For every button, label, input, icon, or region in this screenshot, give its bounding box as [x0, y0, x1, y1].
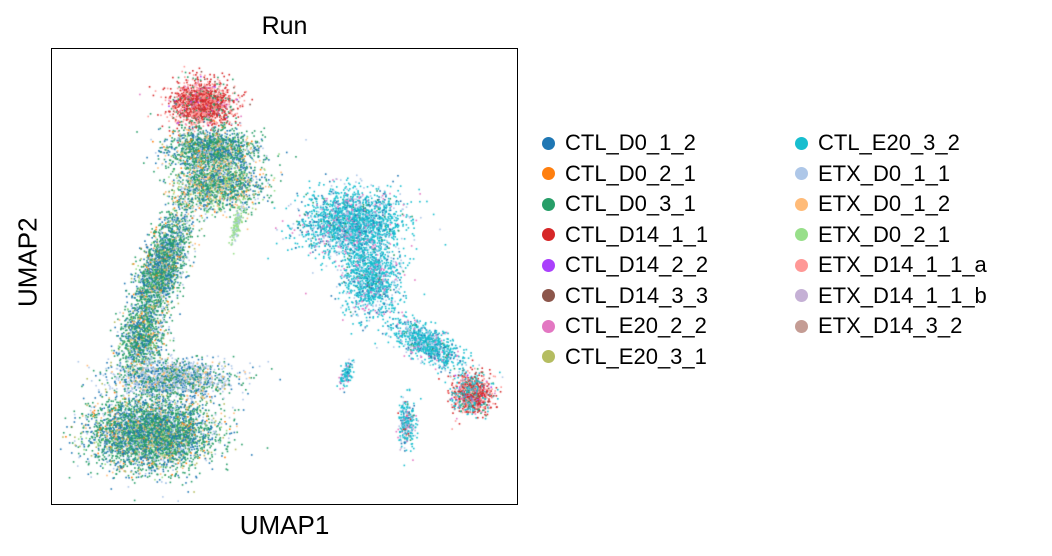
legend-marker	[542, 289, 555, 302]
legend-marker	[795, 319, 808, 333]
legend-label: CTL_D0_1_2	[565, 130, 696, 155]
legend-marker	[795, 136, 808, 150]
y-axis-label: UMAP2	[12, 217, 43, 307]
legend-item: CTL_D14_2_2	[538, 250, 708, 280]
legend-label: CTL_D14_3_3	[565, 282, 709, 308]
legend-marker	[795, 197, 808, 211]
legend-item: CTL_D14_3_3	[538, 281, 708, 311]
legend-label: ETX_D14_1_1_a	[818, 252, 987, 277]
legend-marker	[542, 258, 555, 272]
legend-label: CTL_D0_3_1	[565, 191, 696, 216]
legend-marker	[542, 350, 555, 363]
legend-marker	[542, 136, 555, 150]
legend-marker	[795, 258, 808, 272]
x-axis-label: UMAP1	[239, 510, 330, 540]
legend-marker	[795, 228, 808, 241]
legend-marker	[542, 167, 555, 180]
legend-item: CTL_D0_2_1	[538, 159, 696, 189]
legend-label: ETX_D0_1_1	[818, 160, 951, 186]
legend-label: ETX_D0_1_2	[818, 191, 951, 216]
legend-item: CTL_E20_2_2	[538, 311, 707, 341]
legend-label: ETX_D14_1_1_b	[818, 282, 987, 308]
legend-marker	[795, 167, 808, 180]
legend-marker	[542, 228, 555, 241]
legend-label: ETX_D0_2_1	[818, 221, 951, 247]
legend-item: ETX_D0_2_1	[791, 220, 950, 250]
legend-label: CTL_E20_3_1	[565, 343, 707, 369]
legend-marker	[542, 319, 555, 333]
legend-label: ETX_D14_3_2	[818, 313, 963, 338]
legend-label: CTL_D14_1_1	[565, 221, 709, 247]
legend-item: CTL_D0_3_1	[538, 189, 696, 219]
umap-scatter-points	[51, 48, 518, 505]
legend-item: ETX_D0_1_1	[791, 159, 950, 189]
legend-marker	[542, 197, 555, 211]
legend-label: CTL_E20_2_2	[565, 313, 707, 338]
legend-item: ETX_D14_1_1_a	[791, 250, 987, 280]
legend-item: ETX_D14_1_1_b	[791, 281, 987, 311]
legend-item: ETX_D14_3_2	[791, 311, 962, 341]
legend-item: CTL_E20_3_1	[538, 342, 707, 372]
legend-label: CTL_D0_2_1	[565, 160, 696, 186]
legend-marker	[795, 289, 808, 302]
legend-item: CTL_D0_1_2	[538, 128, 696, 158]
legend-label: CTL_D14_2_2	[565, 252, 709, 277]
legend-label: CTL_E20_3_2	[818, 130, 960, 155]
legend-item: CTL_D14_1_1	[538, 220, 708, 250]
legend-item: ETX_D0_1_2	[791, 189, 950, 219]
legend-item: CTL_E20_3_2	[791, 128, 960, 158]
chart-title: Run	[261, 12, 308, 40]
